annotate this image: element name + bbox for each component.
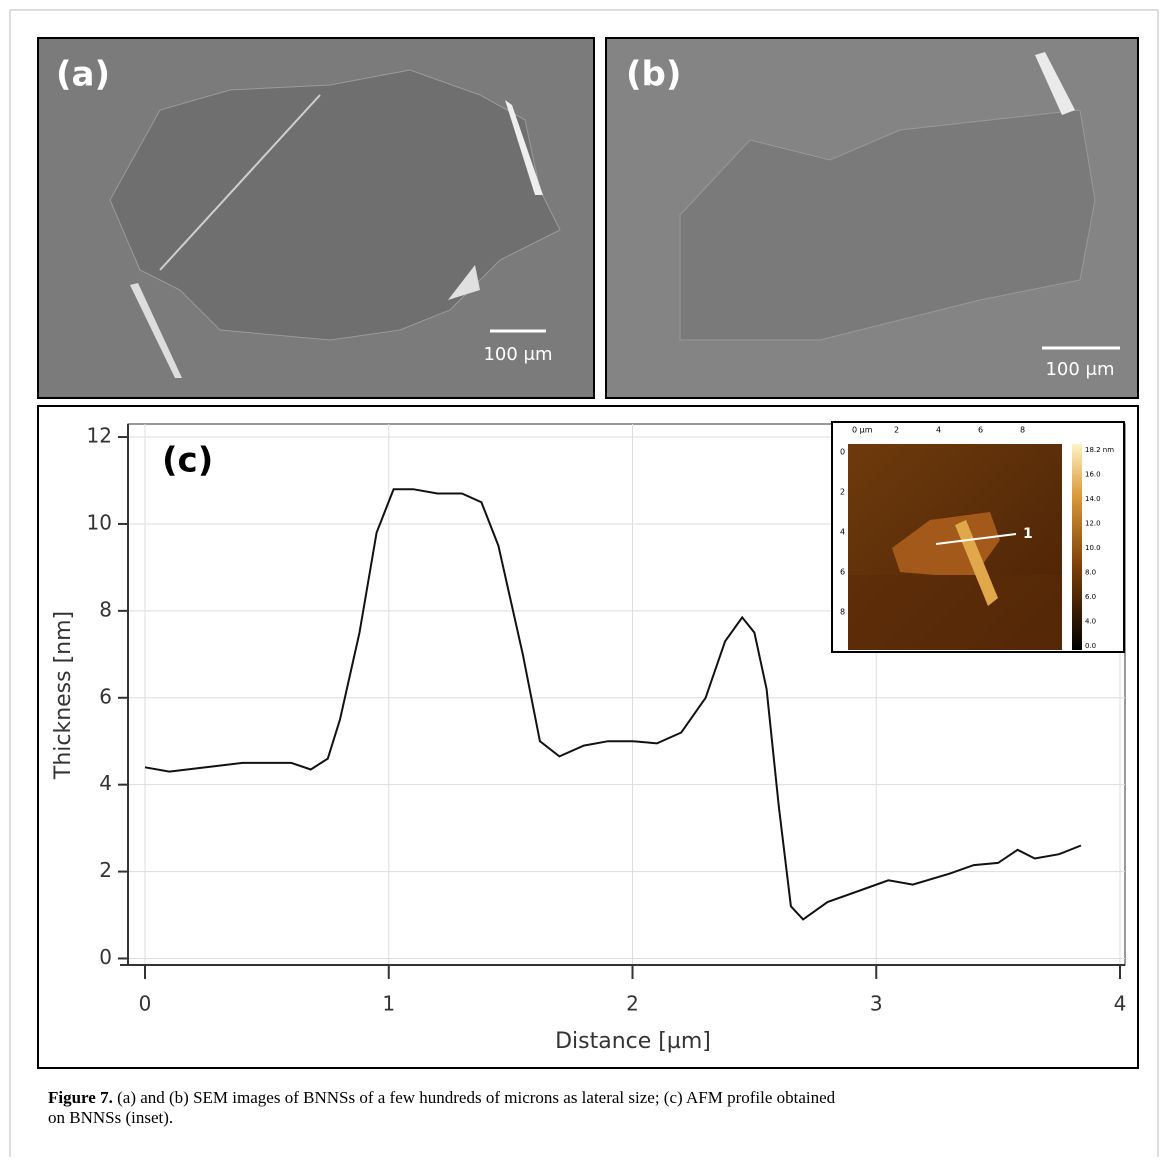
y-tick-label: 10 bbox=[87, 510, 112, 534]
inset-y-label: 8 bbox=[840, 608, 845, 617]
x-tick-label: 4 bbox=[1114, 992, 1127, 1016]
flake-edge bbox=[159, 94, 321, 271]
x-axis-label: Distance [µm] bbox=[555, 1029, 711, 1054]
inset-y-label: 2 bbox=[840, 488, 845, 497]
flake bbox=[109, 69, 561, 341]
y-tick-label: 8 bbox=[99, 597, 112, 621]
flake-edge bbox=[130, 283, 182, 378]
inset-x-label: 4 bbox=[936, 426, 941, 435]
panel-label: (c) bbox=[162, 441, 213, 481]
colorbar-label: 18.2 nm bbox=[1085, 446, 1114, 454]
inset-x-label: 8 bbox=[1020, 426, 1025, 435]
inset-y-label: 0 bbox=[840, 448, 845, 457]
panel-label: (b) bbox=[626, 55, 681, 95]
x-tick-label: 2 bbox=[626, 992, 639, 1016]
inset-x-label: 6 bbox=[978, 426, 983, 435]
scale-label: 100 μm bbox=[483, 344, 552, 365]
profile-line bbox=[144, 488, 1082, 921]
panel-label: (a) bbox=[56, 55, 110, 95]
y-tick-label: 6 bbox=[99, 684, 112, 708]
afm-flake bbox=[955, 520, 998, 606]
x-tick-label: 3 bbox=[870, 992, 883, 1016]
colorbar bbox=[1072, 444, 1082, 650]
colorbar-label: 6.0 bbox=[1085, 593, 1096, 601]
colorbar-label: 12.0 bbox=[1085, 520, 1101, 528]
scale-label: 100 μm bbox=[1045, 359, 1114, 380]
colorbar-label: 8.0 bbox=[1085, 569, 1096, 577]
profile-marker: 1 bbox=[1023, 526, 1033, 542]
flake-edge bbox=[448, 265, 480, 300]
inset-y-label: 6 bbox=[840, 568, 845, 577]
colorbar-label: 10.0 bbox=[1085, 544, 1101, 552]
y-tick-label: 12 bbox=[87, 424, 112, 448]
flake bbox=[679, 109, 1096, 341]
caption-text: on BNNSs (inset). bbox=[48, 1108, 173, 1127]
x-tick-label: 1 bbox=[382, 992, 395, 1016]
colorbar-label: 4.0 bbox=[1085, 618, 1096, 626]
colorbar-label: 16.0 bbox=[1085, 471, 1101, 479]
caption: Figure 7. (a) and (b) SEM images of BNNS… bbox=[48, 1088, 836, 1107]
y-tick-label: 2 bbox=[99, 858, 112, 882]
colorbar-label: 14.0 bbox=[1085, 495, 1101, 503]
caption-label: Figure 7. bbox=[48, 1088, 113, 1107]
colorbar-label: 0.0 bbox=[1085, 642, 1096, 650]
profile-line bbox=[935, 533, 1017, 545]
y-tick-label: 4 bbox=[99, 771, 112, 795]
inset-x-label: 0 µm bbox=[852, 426, 873, 435]
afm-band bbox=[848, 575, 1062, 650]
caption-text: (a) and (b) SEM images of BNNSs of a few… bbox=[113, 1088, 836, 1107]
x-tick-label: 0 bbox=[139, 992, 152, 1016]
inset-x-label: 2 bbox=[894, 426, 899, 435]
flake-edge bbox=[1035, 52, 1075, 115]
y-tick-label: 0 bbox=[99, 945, 112, 969]
y-axis-label: Thickness [nm] bbox=[51, 611, 76, 780]
page-border bbox=[9, 9, 1159, 1157]
flake-edge bbox=[505, 100, 543, 195]
inset-y-label: 4 bbox=[840, 528, 845, 537]
